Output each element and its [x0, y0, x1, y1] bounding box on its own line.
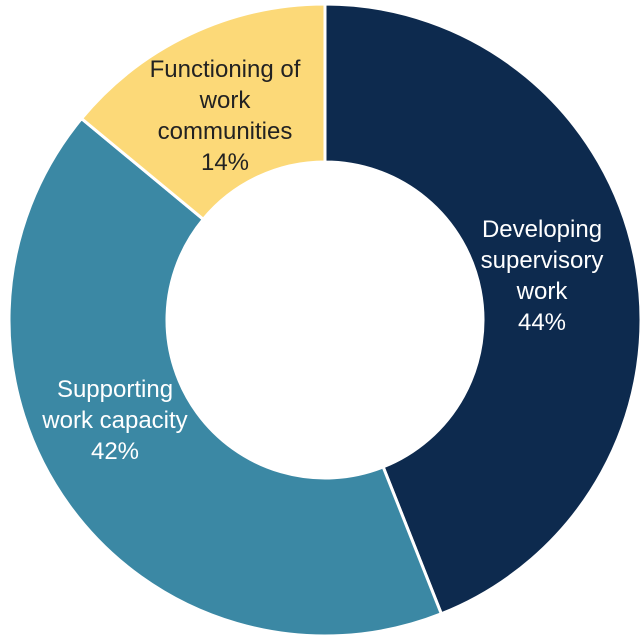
slice-name-line-2-2: communities — [158, 118, 293, 145]
donut-labels: Developing supervisory work 44% Supporting wo… — [41, 56, 603, 465]
slice-name-line-2-1: work — [199, 87, 252, 114]
donut-slices — [7, 2, 641, 636]
slice-name-line-0-2: work — [516, 278, 569, 305]
slice-percent-1: 42% — [91, 438, 139, 465]
slice-label-0: Developing supervisory work 44% — [481, 216, 604, 336]
slice-label-1: Supporting work capacity 42% — [41, 376, 187, 465]
slice-label-2: Functioning of work communities 14% — [150, 56, 301, 176]
slice-name-line-1-0: Supporting — [57, 376, 173, 403]
slice-name-line-0-0: Developing — [482, 216, 602, 243]
slice-percent-0: 44% — [518, 309, 566, 336]
slice-name-line-2-0: Functioning of — [150, 56, 301, 83]
donut-slice-2 — [79, 2, 327, 222]
donut-slice-0 — [323, 2, 641, 616]
slice-name-line-0-1: supervisory — [481, 247, 604, 274]
donut-slice-1 — [7, 116, 444, 636]
slice-percent-2: 14% — [201, 149, 249, 176]
slice-name-line-1-1: work capacity — [41, 407, 187, 434]
